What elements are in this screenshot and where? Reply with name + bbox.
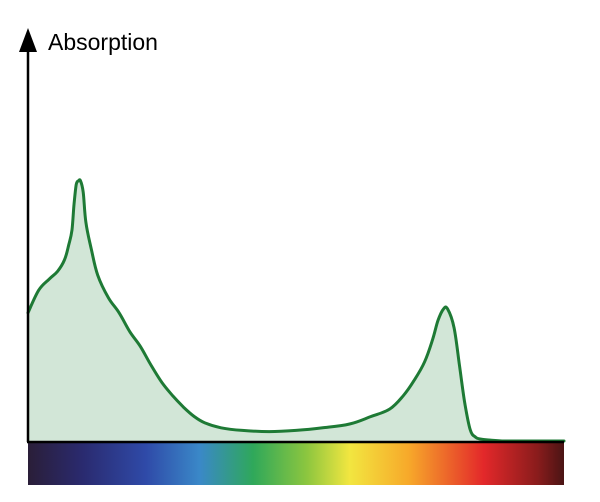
y-axis-label: Absorption: [48, 29, 158, 55]
absorption-area-fill: [28, 179, 564, 442]
spectrum-bar: [28, 443, 564, 485]
y-axis-arrow-icon: [19, 28, 37, 52]
absorption-curve-line: [26, 178, 566, 443]
